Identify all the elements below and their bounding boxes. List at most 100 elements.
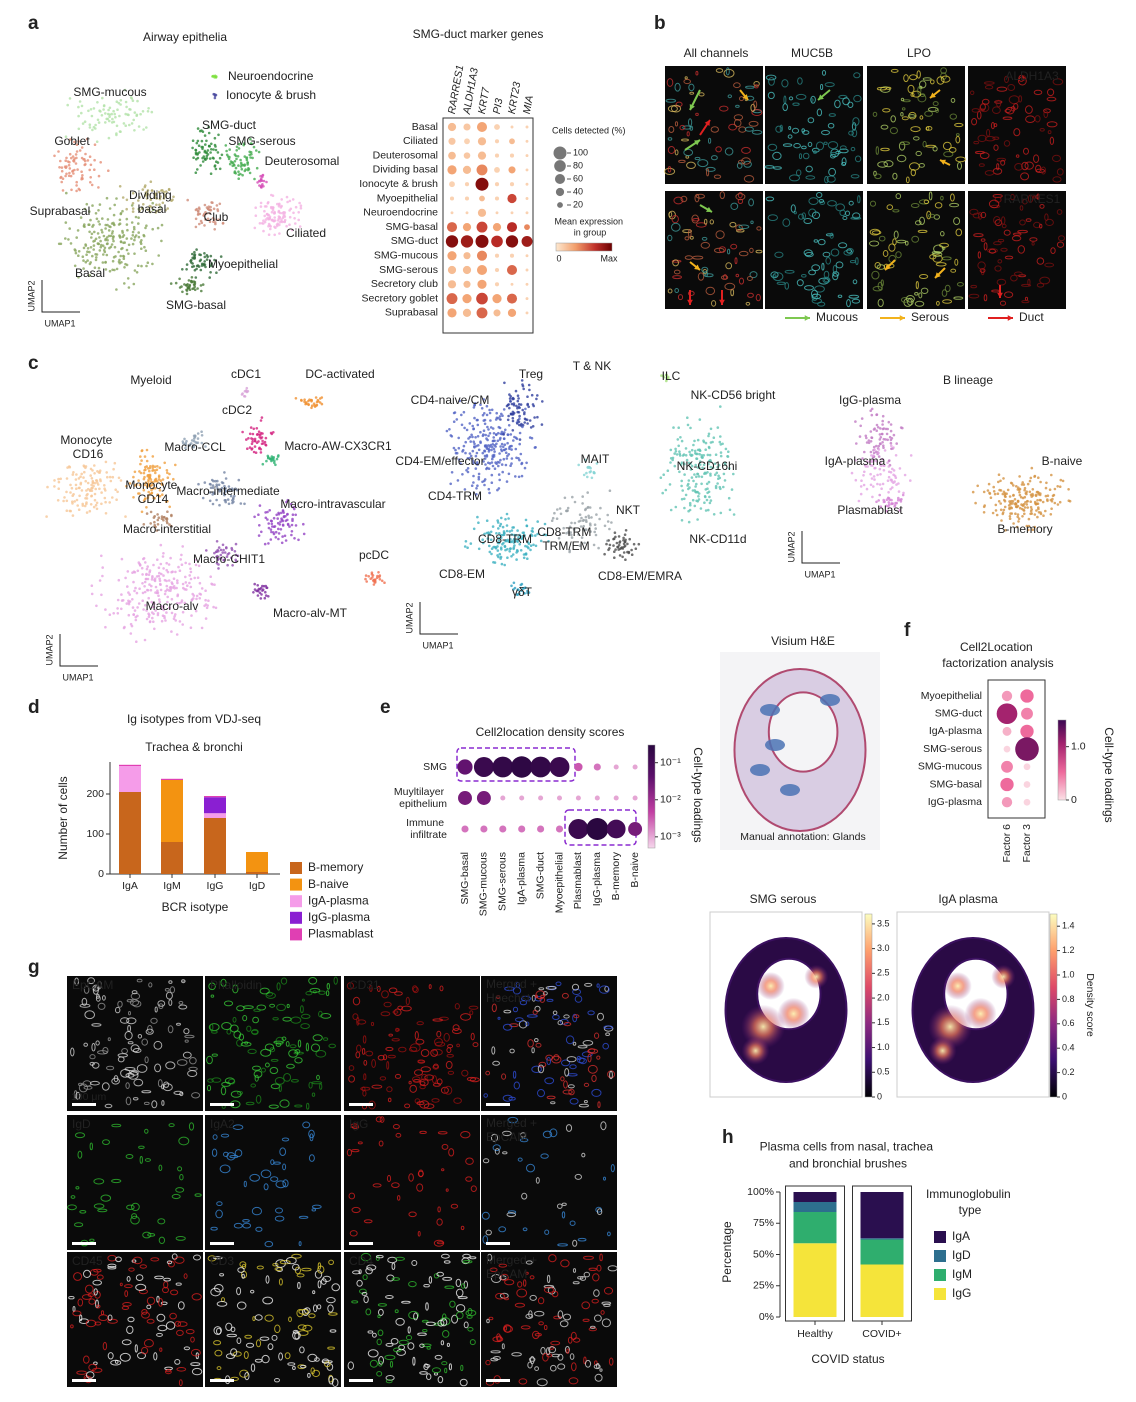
umap-point xyxy=(865,487,869,491)
umap-point xyxy=(275,457,279,461)
umap-point xyxy=(167,187,171,191)
umap-point xyxy=(517,403,521,406)
umap-point xyxy=(190,442,193,445)
umap-point xyxy=(890,437,894,440)
umap-point xyxy=(1022,502,1026,506)
umap-point xyxy=(1039,499,1042,502)
umap-point xyxy=(466,470,470,474)
umap-point xyxy=(1052,493,1056,497)
umap-point xyxy=(1029,512,1032,516)
umap-point xyxy=(135,483,138,486)
umap-point xyxy=(477,448,481,452)
umap-point xyxy=(95,507,99,511)
umap-point xyxy=(86,159,90,162)
umap-point xyxy=(90,477,94,480)
umap-point xyxy=(490,473,494,477)
umap-point xyxy=(70,188,73,192)
umap-point xyxy=(890,444,893,448)
umap-point xyxy=(256,433,259,436)
umap-point xyxy=(145,126,148,129)
umap-point xyxy=(115,124,119,128)
umap-point xyxy=(698,452,701,456)
umap-point xyxy=(277,532,281,535)
spatial-hotspot xyxy=(804,964,829,989)
umap-point xyxy=(138,470,141,473)
dot xyxy=(491,235,503,248)
umap-point xyxy=(496,460,500,464)
umap-point xyxy=(158,489,162,492)
umap-point xyxy=(171,198,174,202)
umap-point xyxy=(174,619,177,622)
umap-point xyxy=(271,208,275,212)
umap-point xyxy=(119,254,122,258)
umap-point xyxy=(213,218,216,221)
umap-point xyxy=(172,477,175,481)
umap-point xyxy=(509,464,512,468)
umap-point xyxy=(66,103,69,107)
umap-point xyxy=(628,537,631,541)
umap-point xyxy=(142,488,146,492)
umap-point xyxy=(707,445,711,449)
umap-point xyxy=(132,475,135,479)
legend-title: Cells detected (%) xyxy=(552,125,626,135)
umap-point xyxy=(690,448,694,452)
umap-point xyxy=(150,600,153,604)
umap-point xyxy=(485,445,489,449)
umap-point xyxy=(518,458,521,462)
umap-point xyxy=(209,264,213,268)
umap-point xyxy=(270,530,273,534)
umap-point xyxy=(169,585,173,589)
umap-point xyxy=(164,589,167,593)
umap-point xyxy=(169,589,172,593)
umap-point xyxy=(304,401,308,404)
umap-point xyxy=(170,514,173,518)
umap-point xyxy=(211,493,214,496)
umap-point xyxy=(256,181,259,184)
umap-point xyxy=(502,448,506,452)
cluster-label: MAIT xyxy=(581,452,610,466)
umap-point xyxy=(260,593,263,596)
umap-point xyxy=(892,446,895,449)
umap-point xyxy=(117,223,121,226)
umap-point xyxy=(320,396,324,399)
umap-point xyxy=(691,498,695,502)
umap-point xyxy=(64,221,68,224)
umap-point xyxy=(365,580,369,583)
umap-point xyxy=(719,405,722,408)
umap-point xyxy=(505,404,509,408)
umap-point xyxy=(582,473,586,477)
umap-title: Myeloid xyxy=(130,373,171,387)
umap-point xyxy=(161,478,165,481)
umap-point xyxy=(94,237,98,241)
umap-point xyxy=(472,440,476,444)
umap-point xyxy=(610,521,613,524)
umap-point xyxy=(143,580,147,584)
umap-point xyxy=(93,266,97,270)
umap-point xyxy=(1046,498,1049,501)
umap-point xyxy=(132,613,135,616)
umap-point xyxy=(523,466,527,470)
umap-point xyxy=(95,479,99,482)
umap-point xyxy=(77,114,80,118)
umap-point xyxy=(181,623,184,626)
cluster-label: Macro-interstitial xyxy=(123,522,211,536)
umap-point xyxy=(881,482,885,486)
umap-point xyxy=(253,445,257,448)
gland-annotation xyxy=(750,764,770,776)
umap-point xyxy=(491,464,495,468)
umap-point xyxy=(879,427,882,430)
umap-point xyxy=(472,527,476,531)
umap-point xyxy=(689,426,692,430)
umap-point xyxy=(83,504,87,508)
umap-point xyxy=(259,419,263,422)
umap-point xyxy=(982,490,986,494)
umap-point xyxy=(77,254,80,257)
umap-point xyxy=(124,124,127,127)
umap-point xyxy=(680,519,684,522)
umap-point xyxy=(509,444,512,448)
dot xyxy=(525,168,529,172)
umap-point xyxy=(728,508,732,512)
umap-point xyxy=(231,501,234,505)
umap-point xyxy=(137,199,140,202)
umap-point xyxy=(137,231,140,234)
